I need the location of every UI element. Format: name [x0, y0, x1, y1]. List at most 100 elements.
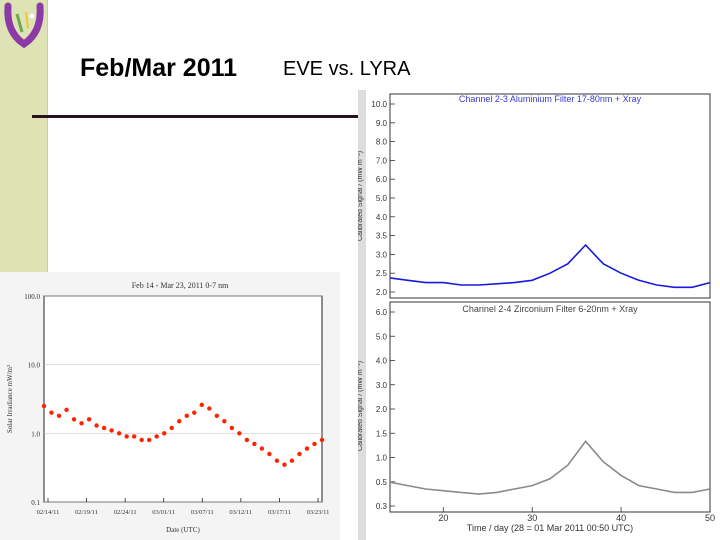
eve-data-point	[116, 431, 122, 436]
eve-y-label: Solar Irradiance mW/m²	[6, 365, 14, 433]
eve-data-point	[56, 413, 62, 419]
eve-y-tick-label: 0.1	[31, 499, 40, 507]
lyra-chart-background	[358, 90, 720, 540]
eve-data-point	[304, 446, 310, 451]
lyra-x-tick-label: 50	[705, 513, 715, 523]
lyra-channel-3-series	[389, 243, 711, 289]
eve-data-point	[297, 451, 302, 457]
eve-y-tick-label: 1.0	[31, 430, 40, 438]
eve-data-point	[319, 437, 325, 443]
eve-data-point	[274, 458, 280, 463]
lyra-top-y-tick-label: 2.0	[376, 288, 388, 297]
eve-data-point	[199, 402, 204, 408]
eve-data-point	[192, 410, 197, 415]
logo-icon	[4, 2, 44, 49]
eve-gridlines	[44, 295, 322, 503]
eve-data-point	[252, 441, 257, 447]
eve-data-point	[207, 406, 212, 411]
sidebar-divider	[47, 0, 48, 540]
eve-data-point	[244, 437, 250, 443]
lyra-bottom-y-label: Calibrated Signal / (mW m⁻²)	[358, 361, 364, 451]
lyra-x-tick-label: 40	[616, 513, 626, 523]
title-underline	[32, 115, 362, 118]
lyra-bottom-y-tick-label: 2.0	[376, 405, 388, 414]
eve-data-point	[109, 428, 114, 433]
eve-data-point	[94, 423, 99, 428]
eve-data-point	[162, 431, 167, 436]
eve-irradiance-chart: Feb 14 - Mar 23, 2011 0-7 nm 100.0 10.0 1.…	[0, 272, 340, 540]
lyra-bottom-y-tick-label: 5.0	[376, 332, 388, 341]
eve-data-point	[154, 434, 159, 439]
eve-data-point	[101, 425, 107, 431]
lyra-panel-bottom-frame	[389, 301, 711, 513]
lyra-top-y-tick-label: 10.0	[371, 100, 387, 109]
lyra-top-y-tick-label: 5.0	[376, 194, 388, 203]
lyra-channel-4-series	[389, 440, 711, 495]
eve-y-tick-label: 10.0	[28, 362, 41, 370]
eve-data-point	[229, 425, 235, 431]
eve-data-point	[146, 437, 152, 443]
lyra-top-y-tick-label: 6.0	[376, 175, 388, 184]
eve-y-tick-label: 100.0	[24, 293, 40, 301]
eve-x-tick-label: 02/14/11	[37, 509, 60, 516]
lyra-top-y-tick-label: 7.0	[376, 156, 388, 165]
lyra-bottom-y-tick-label: 1.0	[376, 454, 388, 463]
eve-data-point	[131, 434, 137, 439]
eve-x-tick-label: 03/07/11	[191, 509, 214, 516]
eve-data-point	[237, 431, 242, 436]
eve-data-point	[41, 403, 47, 409]
lyra-top-y-label: Calibrated Signal / (mW m⁻²)	[358, 151, 364, 241]
lyra-bottom-series-line	[389, 440, 711, 495]
lyra-top-y-tick-label: 8.0	[376, 138, 388, 147]
lyra-bottom-y-tick-label: 4.0	[376, 357, 388, 366]
lyra-top-y-tick-label: 2.5	[376, 269, 388, 278]
lyra-bottom-y-tick-label: 6.0	[376, 308, 388, 317]
eve-x-tick-label: 03/23/11	[307, 509, 330, 516]
lyra-x-tick-label: 30	[527, 513, 537, 523]
eve-data-point	[312, 441, 317, 447]
eve-data-point	[282, 462, 287, 467]
eve-data-point	[49, 410, 54, 415]
eve-data-point	[86, 417, 92, 422]
lyra-x-tick-label: 20	[438, 513, 448, 523]
lyra-left-strip	[358, 90, 366, 540]
eve-x-tick-label: 03/01/11	[152, 509, 175, 516]
slide-title: Feb/Mar 2011	[80, 54, 238, 82]
slide-subtitle: EVE vs. LYRA	[283, 58, 411, 80]
eve-data-point	[79, 421, 84, 426]
eve-x-tick-label: 02/19/11	[75, 509, 98, 516]
lyra-top-y-tick-label: 4.0	[376, 213, 388, 222]
lyra-x-axis: 20 30 40 50	[438, 507, 715, 523]
lyra-top-y-tick-label: 3.0	[376, 250, 388, 259]
eve-x-tick-label: 03/12/11	[229, 509, 252, 516]
lyra-bottom-y-axis: 6.0 5.0 4.0 3.0 2.0 1.5 1.0 0.5 0.3	[376, 308, 395, 511]
eve-data-point	[71, 417, 77, 422]
eve-x-tick-label: 03/17/11	[268, 509, 291, 516]
lyra-bottom-y-tick-label: 0.3	[376, 502, 388, 511]
eve-data-point	[214, 413, 220, 419]
lyra-signal-chart: Channel 2-3 Aluminium Filter 17-80nm + X…	[358, 90, 720, 540]
eve-data-point	[289, 458, 295, 463]
eve-y-axis: 100.0 10.0 1.0 0.1	[24, 293, 40, 507]
eve-data-point	[267, 451, 272, 457]
eve-data-point	[139, 437, 144, 443]
lyra-top-series-line	[389, 243, 711, 289]
eve-x-axis: 02/14/11 02/19/11 02/24/11 03/01/11 03/07/11…	[37, 498, 330, 516]
eve-data-series	[41, 402, 325, 467]
eve-data-point	[64, 407, 69, 413]
eve-chart-title: Feb 14 - Mar 23, 2011 0-7 nm	[132, 281, 229, 290]
eve-data-point	[259, 446, 265, 451]
eve-data-point	[177, 419, 182, 424]
eve-data-point	[222, 419, 227, 424]
eve-data-point	[124, 434, 129, 439]
eve-data-point	[184, 413, 189, 419]
lyra-bottom-y-tick-label: 1.5	[376, 429, 388, 438]
lyra-top-y-tick-label: 9.0	[376, 119, 388, 128]
lyra-panel-top-frame	[389, 93, 711, 299]
lyra-bottom-title: Channel 2-4 Zirconium Filter 6-20nm + Xr…	[462, 304, 638, 314]
lyra-bottom-y-tick-label: 0.5	[376, 478, 388, 487]
eve-x-label: Date (UTC)	[166, 526, 200, 534]
lyra-x-label: Time / day (28 = 01 Mar 2011 00:50 UTC)	[467, 523, 633, 533]
lyra-top-y-axis: 10.0 9.0 8.0 7.0 6.0 5.0 4.0 3.5 3.0 2.5 2.0	[371, 100, 395, 297]
eve-data-point	[169, 425, 174, 431]
